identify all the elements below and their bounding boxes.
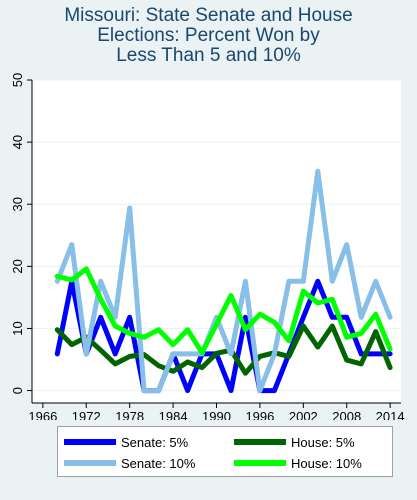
- legend-item-senate-10: Senate: 10%: [64, 454, 195, 472]
- y-tick-label-0: 0: [10, 387, 25, 394]
- x-tick-label-1966: 1966: [28, 409, 57, 420]
- x-tick-label-2008: 2008: [332, 409, 361, 420]
- x-tick-label-1978: 1978: [115, 409, 144, 420]
- series-line-house-10: [54, 266, 393, 356]
- chart-legend: Senate: 5% House: 5% Senate: 10% House: …: [57, 426, 393, 477]
- legend-swatch-senate-10: [64, 460, 116, 466]
- legend-swatch-house-5: [234, 439, 286, 445]
- series-line-senate-5: [54, 278, 393, 394]
- legend-item-senate-5: Senate: 5%: [64, 433, 188, 451]
- y-tick-label-50: 50: [10, 73, 25, 87]
- chart-title-line-2: Elections: Percent Won by: [97, 25, 320, 46]
- y-tick-label-40: 40: [10, 135, 25, 149]
- legend-label-senate-5: Senate: 5%: [121, 434, 189, 450]
- legend-swatch-senate-5: [64, 439, 116, 445]
- legend-label-house-10: House: 10%: [291, 455, 362, 471]
- x-tick-label-1996: 1996: [245, 409, 274, 420]
- legend-label-senate-10: Senate: 10%: [121, 455, 196, 471]
- x-tick-label-2002: 2002: [289, 409, 318, 420]
- x-tick-label-1990: 1990: [202, 409, 231, 420]
- line-chart: 0 10 20 30 40 50 1966 1972 1978 1984 1990 1996 2002 2…: [10, 73, 405, 420]
- legend-item-house-5: House: 5%: [234, 433, 355, 451]
- series-line-house-5: [54, 323, 393, 376]
- chart-title: Missouri: State Senate and House Electio…: [0, 6, 417, 66]
- chart-title-line-1: Missouri: State Senate and House: [64, 5, 353, 26]
- x-tick-label-1984: 1984: [159, 409, 188, 420]
- y-tick-label-30: 30: [10, 197, 25, 211]
- x-tick-label-1972: 1972: [72, 409, 101, 420]
- y-tick-label-10: 10: [10, 321, 25, 335]
- x-tick-label-2014: 2014: [376, 409, 405, 420]
- series-line-senate-10: [54, 168, 393, 394]
- legend-swatch-house-10: [234, 460, 286, 466]
- legend-item-house-10: House: 10%: [234, 454, 362, 472]
- y-tick-label-20: 20: [10, 259, 25, 273]
- chart-title-line-3: Less Than 5 and 10%: [116, 45, 301, 66]
- legend-label-house-5: House: 5%: [291, 434, 355, 450]
